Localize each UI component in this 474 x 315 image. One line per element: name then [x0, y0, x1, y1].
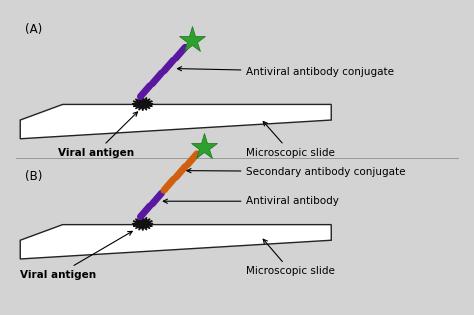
- Polygon shape: [20, 225, 331, 259]
- Text: Antiviral antibody conjugate: Antiviral antibody conjugate: [177, 66, 394, 77]
- Text: Antiviral antibody: Antiviral antibody: [163, 196, 339, 206]
- Text: Viral antigen: Viral antigen: [20, 231, 132, 280]
- Text: (B): (B): [25, 170, 42, 183]
- Text: Microscopic slide: Microscopic slide: [246, 239, 335, 277]
- Polygon shape: [132, 97, 153, 111]
- Polygon shape: [20, 104, 331, 139]
- Text: Viral antigen: Viral antigen: [58, 112, 137, 158]
- Text: Secondary antibody conjugate: Secondary antibody conjugate: [187, 167, 406, 176]
- Polygon shape: [132, 217, 153, 231]
- Text: Microscopic slide: Microscopic slide: [246, 122, 335, 158]
- Text: (A): (A): [25, 23, 42, 36]
